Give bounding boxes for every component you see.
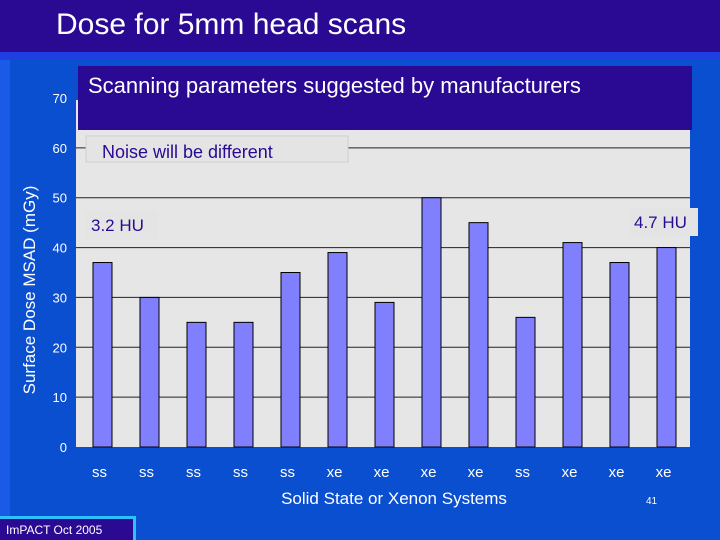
x-tick-label: ss bbox=[92, 464, 107, 481]
y-tick-label: 10 bbox=[53, 390, 67, 405]
title-accent-stripe bbox=[0, 52, 720, 60]
y-tick-label: 30 bbox=[53, 290, 67, 305]
y-axis-label: Surface Dose MSAD (mGy) bbox=[20, 186, 39, 395]
header-annotation-box bbox=[78, 66, 692, 130]
y-tick-label: 50 bbox=[53, 191, 67, 206]
bars bbox=[92, 197, 677, 448]
bar bbox=[656, 247, 677, 448]
y-tick-label: 0 bbox=[60, 440, 67, 455]
footer-label: ImPACT Oct 2005 bbox=[6, 523, 103, 537]
x-tick-label: xe bbox=[468, 464, 484, 481]
y-tick-label: 40 bbox=[53, 241, 67, 256]
bar bbox=[92, 262, 113, 448]
y-tick-label: 60 bbox=[53, 141, 67, 156]
bar bbox=[374, 301, 395, 448]
y-tick-labels: 0 10 20 30 40 50 60 70 bbox=[53, 91, 67, 455]
x-tick-label: ss bbox=[186, 464, 201, 481]
header-annotation: Scanning parameters suggested by manufac… bbox=[88, 73, 581, 98]
y-tick-label: 20 bbox=[53, 340, 67, 355]
title-bar bbox=[0, 0, 720, 52]
left-accent-stripe bbox=[0, 60, 10, 530]
bar bbox=[280, 272, 301, 448]
x-axis-label: Solid State or Xenon Systems bbox=[281, 489, 507, 508]
bar bbox=[139, 296, 160, 448]
x-tick-label: ss bbox=[233, 464, 248, 481]
noise-note-box bbox=[85, 135, 349, 163]
x-tick-label: ss bbox=[515, 464, 530, 481]
x-tick-label: xe bbox=[656, 464, 672, 481]
slide-title: Dose for 5mm head scans bbox=[56, 8, 407, 41]
x-tick-label: xe bbox=[327, 464, 343, 481]
bar bbox=[468, 222, 489, 448]
x-tick-label: ss bbox=[280, 464, 295, 481]
right-hu-box bbox=[630, 208, 698, 236]
y-tick-label: 70 bbox=[53, 91, 67, 106]
bar bbox=[186, 321, 207, 448]
x-tick-label: xe bbox=[562, 464, 578, 481]
left-hu-box bbox=[86, 211, 158, 239]
footer-box: ImPACT Oct 2005 bbox=[0, 516, 136, 540]
right-hu-label: 4.7 HU bbox=[634, 213, 687, 232]
bar bbox=[609, 262, 630, 448]
noise-note: Noise will be different bbox=[102, 142, 273, 162]
x-tick-label: ss bbox=[139, 464, 154, 481]
x-tick-label: xe bbox=[374, 464, 390, 481]
bar bbox=[562, 242, 583, 448]
page-number: 41 bbox=[646, 496, 658, 507]
left-hu-label: 3.2 HU bbox=[91, 216, 144, 235]
x-tick-label: xe bbox=[421, 464, 437, 481]
x-tick-labels: ss ss ss ss ss xe xe xe xe ss xe xe xe bbox=[92, 464, 671, 481]
x-tick-label: xe bbox=[609, 464, 625, 481]
bar bbox=[421, 197, 442, 448]
bar bbox=[233, 321, 254, 448]
bar bbox=[515, 316, 536, 448]
bar bbox=[327, 252, 348, 448]
